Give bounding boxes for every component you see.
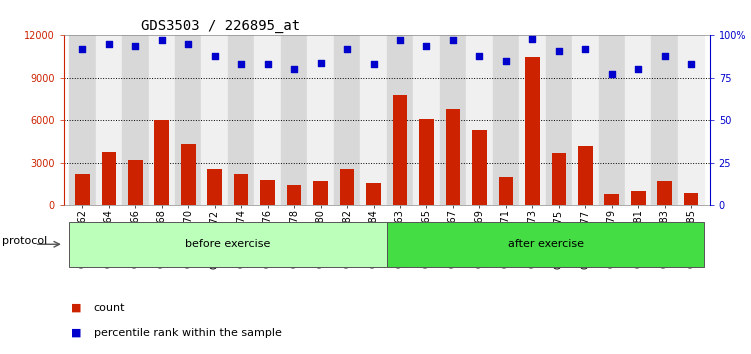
Bar	[101, 152, 116, 205]
Point	[632, 67, 644, 72]
Text: GDS3503 / 226895_at: GDS3503 / 226895_at	[141, 19, 300, 33]
Point	[155, 38, 167, 43]
Point	[341, 46, 353, 52]
Point	[235, 62, 247, 67]
Bar	[572, 35, 599, 205]
Point	[473, 53, 485, 59]
Bar	[413, 35, 439, 205]
Bar	[631, 191, 646, 205]
Bar	[605, 194, 619, 205]
Point	[77, 46, 89, 52]
Bar	[155, 120, 169, 205]
Bar	[75, 174, 89, 205]
Bar	[466, 35, 493, 205]
Bar	[69, 222, 387, 267]
Point	[553, 48, 565, 53]
Bar	[439, 35, 466, 205]
Bar	[387, 222, 704, 267]
Point	[182, 41, 195, 47]
Point	[209, 53, 221, 59]
Bar	[175, 35, 201, 205]
Bar	[678, 35, 704, 205]
Point	[421, 43, 433, 48]
Text: ■: ■	[71, 328, 82, 338]
Point	[659, 53, 671, 59]
Bar	[519, 35, 545, 205]
Bar	[149, 35, 175, 205]
Bar	[445, 109, 460, 205]
Bar	[493, 35, 519, 205]
Bar	[525, 57, 540, 205]
Bar	[334, 35, 360, 205]
Text: after exercise: after exercise	[508, 239, 584, 249]
Bar	[313, 181, 328, 205]
Bar	[201, 35, 228, 205]
Bar	[128, 160, 143, 205]
Text: percentile rank within the sample: percentile rank within the sample	[94, 328, 282, 338]
Point	[394, 38, 406, 43]
Text: ■: ■	[71, 303, 82, 313]
Bar	[551, 153, 566, 205]
Point	[526, 36, 538, 42]
Bar	[261, 180, 275, 205]
Point	[447, 38, 459, 43]
Point	[261, 62, 273, 67]
Point	[500, 58, 512, 64]
Text: before exercise: before exercise	[185, 239, 270, 249]
Bar	[281, 35, 307, 205]
Bar	[472, 130, 487, 205]
Bar	[366, 183, 381, 205]
Bar	[657, 181, 672, 205]
Bar	[255, 35, 281, 205]
Point	[315, 60, 327, 65]
Bar	[360, 35, 387, 205]
Bar	[287, 185, 301, 205]
Bar	[499, 177, 513, 205]
Point	[579, 46, 591, 52]
Bar	[307, 35, 334, 205]
Point	[606, 72, 618, 77]
Point	[103, 41, 115, 47]
Point	[367, 62, 379, 67]
Bar	[228, 35, 255, 205]
Point	[288, 67, 300, 72]
Bar	[234, 174, 249, 205]
Bar	[207, 169, 222, 205]
Bar	[95, 35, 122, 205]
Text: protocol: protocol	[2, 236, 47, 246]
Bar	[393, 95, 407, 205]
Bar	[651, 35, 678, 205]
Bar	[578, 146, 593, 205]
Point	[685, 62, 697, 67]
Bar	[339, 169, 354, 205]
Bar	[387, 35, 413, 205]
Bar	[181, 144, 195, 205]
Bar	[684, 193, 698, 205]
Bar	[599, 35, 625, 205]
Bar	[625, 35, 651, 205]
Bar	[122, 35, 149, 205]
Bar	[545, 35, 572, 205]
Text: count: count	[94, 303, 125, 313]
Point	[129, 43, 141, 48]
Bar	[69, 35, 95, 205]
Bar	[419, 119, 434, 205]
